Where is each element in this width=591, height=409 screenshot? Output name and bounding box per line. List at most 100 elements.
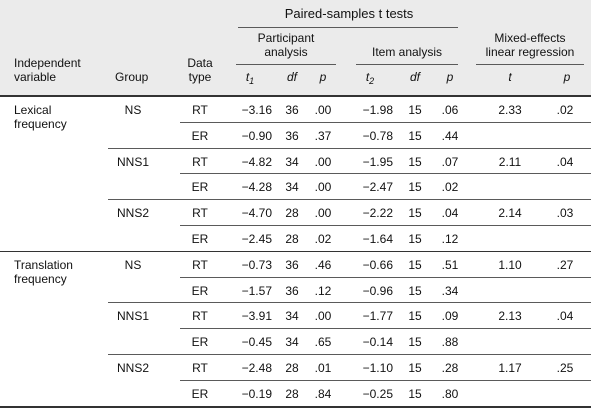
p1-heading: p bbox=[319, 70, 327, 84]
df1-cell: 28 bbox=[285, 232, 299, 246]
group-label: NNS2 bbox=[116, 206, 149, 221]
p2-heading: p bbox=[446, 70, 454, 84]
df1-heading: df bbox=[286, 70, 297, 84]
p2-cell: .51 bbox=[441, 257, 459, 272]
t1-heading: t1 bbox=[245, 70, 255, 86]
p1-cell: .00 bbox=[314, 206, 332, 221]
df1-cell: 34 bbox=[285, 154, 299, 169]
row-divider bbox=[180, 121, 591, 123]
df2-cell: 15 bbox=[408, 335, 422, 350]
t1-cell: −0.45 bbox=[241, 335, 272, 350]
paired-title-rule bbox=[238, 27, 458, 28]
df2-cell: 15 bbox=[408, 232, 422, 246]
mixed-p-value: .25 bbox=[556, 361, 574, 375]
p2-cell: .06 bbox=[441, 103, 459, 117]
mixed-t-value: 1.10 bbox=[498, 257, 522, 272]
paired-samples-title: Paired-samples t tests bbox=[284, 6, 414, 21]
mixed-t-value: 1.17 bbox=[498, 361, 522, 375]
variable-label-line: Translation bbox=[14, 257, 73, 272]
p1-cell: .12 bbox=[314, 283, 332, 298]
df2-cell: 15 bbox=[408, 257, 422, 272]
row-divider bbox=[180, 379, 591, 381]
p2-cell: .28 bbox=[441, 361, 459, 375]
p2-cell: .34 bbox=[441, 283, 459, 298]
group-divider bbox=[108, 199, 591, 201]
t1-cell: −1.57 bbox=[241, 283, 272, 298]
t2-cell: −1.98 bbox=[362, 103, 393, 117]
mixed-p-value: .04 bbox=[556, 309, 574, 324]
mixed-p-value: .02 bbox=[556, 103, 574, 117]
df1-cell: 34 bbox=[285, 335, 299, 350]
variable-label-line: Lexical bbox=[14, 103, 52, 117]
p1-cell: .84 bbox=[314, 386, 332, 401]
mixed-t-value: 2.13 bbox=[498, 309, 522, 324]
t1-cell: −3.91 bbox=[241, 309, 272, 324]
df1-cell: 28 bbox=[285, 206, 299, 221]
mixed-t-heading: t bbox=[508, 70, 512, 84]
p1-cell: .02 bbox=[314, 232, 332, 246]
mixed-effects-rule bbox=[476, 64, 584, 65]
mixed-p-heading: p bbox=[563, 70, 571, 84]
df2-heading: df bbox=[409, 70, 420, 84]
df1-cell: 34 bbox=[285, 180, 299, 195]
data-type-cell: ER bbox=[191, 386, 209, 401]
mixed-p-value: .04 bbox=[556, 154, 574, 169]
mixed-p-value: .03 bbox=[556, 206, 574, 221]
t1-cell: −0.19 bbox=[241, 386, 272, 401]
data-type-cell: ER bbox=[191, 335, 209, 350]
df1-cell: 34 bbox=[285, 309, 299, 324]
df2-cell: 15 bbox=[408, 103, 422, 117]
variable-label-line: frequency bbox=[14, 117, 67, 131]
t1-cell: −2.48 bbox=[241, 361, 272, 375]
t2-cell: −0.66 bbox=[362, 257, 393, 272]
t2-cell: −1.64 bbox=[362, 232, 393, 246]
t1-cell: −4.82 bbox=[241, 154, 272, 169]
data-type-cell: RT bbox=[192, 206, 208, 221]
group-divider bbox=[108, 302, 591, 304]
t2-cell: −0.14 bbox=[362, 335, 393, 350]
p1-cell: .37 bbox=[314, 128, 332, 143]
t2-cell: −1.95 bbox=[362, 154, 393, 169]
t2-cell: −2.47 bbox=[362, 180, 393, 195]
row-divider bbox=[180, 225, 591, 226]
row-divider bbox=[180, 173, 591, 175]
df1-cell: 36 bbox=[285, 128, 299, 143]
data-type-cell: ER bbox=[191, 128, 209, 143]
data-type-cell: ER bbox=[191, 283, 209, 298]
p1-cell: .00 bbox=[314, 154, 332, 169]
mixed-t-value: 2.14 bbox=[498, 206, 522, 221]
t2-cell: −1.77 bbox=[362, 309, 393, 324]
p1-cell: .00 bbox=[314, 309, 332, 324]
data-type-cell: RT bbox=[192, 309, 208, 324]
group-label: NNS1 bbox=[116, 309, 149, 324]
p1-cell: .65 bbox=[314, 335, 332, 350]
group-label: NNS2 bbox=[116, 361, 149, 375]
t1-cell: −4.28 bbox=[241, 180, 272, 195]
df2-cell: 15 bbox=[408, 206, 422, 221]
df1-cell: 28 bbox=[285, 361, 299, 375]
df2-cell: 15 bbox=[408, 386, 422, 401]
data-type-cell: RT bbox=[192, 257, 208, 272]
p1-cell: .46 bbox=[314, 257, 332, 272]
mixed-t-value: 2.11 bbox=[498, 154, 522, 169]
independent-variable-heading: Independent variable bbox=[14, 56, 81, 84]
t2-cell: −1.10 bbox=[362, 361, 393, 375]
mixed-effects-heading: Mixed-effects linear regression bbox=[485, 31, 575, 59]
df1-cell: 36 bbox=[285, 283, 299, 298]
independent-variable-label: Lexical frequency bbox=[14, 103, 67, 131]
mixed-t-value: 2.33 bbox=[498, 103, 522, 117]
row-divider bbox=[180, 276, 591, 278]
data-type-cell: RT bbox=[192, 361, 208, 375]
t2-cell: −0.25 bbox=[362, 386, 393, 401]
p2-cell: .07 bbox=[441, 154, 459, 169]
section-divider bbox=[0, 250, 591, 253]
p2-cell: .88 bbox=[441, 335, 459, 350]
t2-heading: t2 bbox=[365, 70, 375, 86]
header-bottom-rule bbox=[0, 95, 591, 97]
p1-cell: .01 bbox=[314, 361, 332, 375]
header-background bbox=[0, 0, 591, 96]
p2-cell: .44 bbox=[441, 128, 459, 143]
group-divider bbox=[108, 354, 591, 355]
data-type-cell: ER bbox=[191, 180, 209, 195]
